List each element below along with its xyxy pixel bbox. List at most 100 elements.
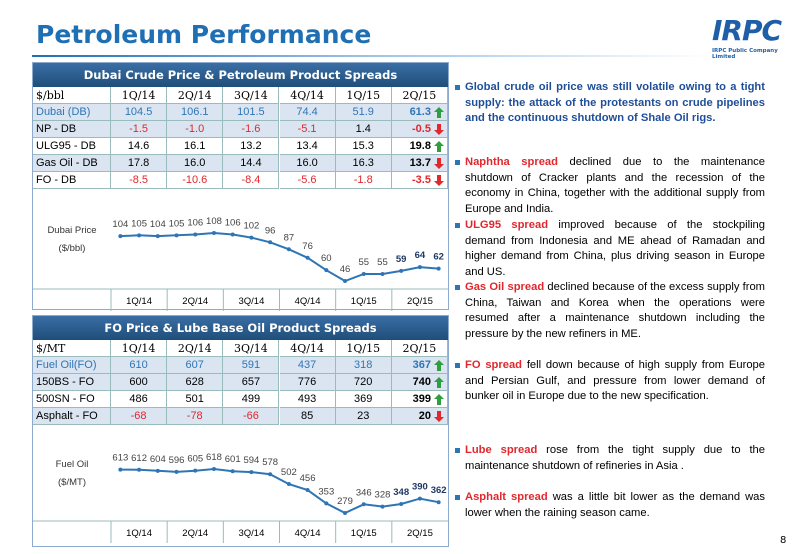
cell-value: -78: [186, 410, 203, 422]
cell-value: 13.7: [409, 157, 431, 169]
cell-value: 493: [297, 393, 317, 405]
chart-label: Fuel Oil: [56, 459, 89, 470]
point-label: 104: [150, 219, 166, 230]
category-label: 2Q/15: [407, 296, 433, 307]
row-label: Dubai (DB): [33, 104, 111, 121]
table-cell: 776: [279, 374, 336, 391]
cell-value: 106.1: [180, 106, 209, 118]
bullet-text: Global crude oil price was still volatil…: [465, 81, 765, 125]
table-cell: -10.6: [167, 172, 224, 189]
point: [193, 468, 198, 473]
point-label: 279: [337, 496, 353, 507]
bullet: Asphalt spread was a little bit lower as…: [455, 490, 765, 521]
point-label: 353: [318, 486, 334, 497]
table-cell: 23: [335, 408, 392, 425]
cell-value: 13.2: [240, 140, 262, 152]
table-cell: 740: [391, 374, 448, 391]
cell-value: 607: [185, 359, 204, 371]
point-label: 578: [262, 457, 278, 468]
trend-arrow: [433, 158, 444, 169]
point-label: 76: [302, 241, 313, 252]
arrow-shape: [433, 124, 444, 135]
point: [380, 504, 385, 509]
cell-value: -3.5: [412, 174, 431, 186]
cell-value: -1.0: [185, 123, 205, 135]
category-label: 1Q/14: [126, 528, 152, 539]
table-cell: 14.4: [223, 155, 280, 172]
cell-value: 14.4: [240, 157, 262, 169]
chart-label: Dubai Price: [47, 225, 96, 236]
bullet-lead: ULG95 spread: [465, 219, 549, 231]
table-cell: 437: [279, 357, 336, 374]
arrow-shape: [433, 411, 444, 422]
cell-value: 16.0: [184, 157, 206, 169]
bullet-lead: Naphtha spread: [465, 156, 558, 168]
bullet: FO spread fell down because of high supp…: [455, 358, 765, 405]
column-header: 2Q/15: [391, 340, 448, 357]
category-label: 2Q/14: [182, 528, 208, 539]
point-label: 613: [112, 453, 128, 464]
cell-value: 501: [185, 393, 204, 405]
cell-value: 437: [297, 359, 317, 371]
arrow-shape: [433, 394, 444, 405]
row-label: Gas Oil - DB: [33, 155, 111, 172]
cell-value: 16.1: [184, 140, 206, 152]
point-label: 594: [243, 455, 259, 466]
point: [230, 232, 235, 237]
point: [211, 467, 216, 471]
point-label: 601: [225, 454, 241, 465]
point: [249, 470, 254, 475]
table-cell: 19.8: [391, 138, 448, 155]
column-header: 2Q/14: [167, 340, 224, 357]
point: [155, 468, 160, 473]
cell-value: 486: [129, 393, 148, 405]
column-header: 1Q/14: [111, 340, 168, 357]
point-label: 105: [131, 218, 147, 229]
table-cell: 399: [391, 391, 448, 408]
cell-value: 13.4: [296, 140, 318, 152]
point-label: 390: [412, 482, 428, 493]
category-label: 1Q/14: [126, 296, 152, 307]
cell-value: 318: [354, 359, 373, 371]
cell-value: 628: [185, 376, 204, 388]
cell-value: 14.6: [127, 140, 150, 152]
category-label: 2Q/14: [182, 296, 208, 307]
category-label: 2Q/15: [407, 528, 433, 539]
page-number: 8: [780, 535, 787, 546]
point: [305, 488, 310, 493]
point: [286, 482, 291, 487]
point: [324, 268, 329, 273]
category-label: 3Q/14: [238, 296, 264, 307]
point-label: 104: [112, 219, 128, 230]
table-cell: 104.5: [111, 104, 168, 121]
logo: IRPC: [712, 14, 782, 47]
bullet: ULG95 spread improved because of the sto…: [455, 218, 765, 280]
point: [399, 502, 404, 507]
point: [436, 266, 441, 271]
chart-label: ($/bbl): [59, 243, 86, 254]
point: [417, 496, 422, 501]
bullet-text: declined due to the maintenance shutdown…: [465, 156, 765, 215]
trend-arrow: [433, 107, 444, 118]
point: [249, 235, 254, 240]
category-label: 4Q/14: [295, 296, 321, 307]
cell-value: -8.4: [241, 174, 261, 186]
table-cell: -8.5: [111, 172, 168, 189]
point-label: 328: [375, 490, 391, 501]
point-label: 348: [393, 487, 409, 498]
table-cell: 16.1: [167, 138, 224, 155]
table-cell: 13.2: [223, 138, 280, 155]
row-label: Asphalt - FO: [33, 408, 111, 425]
point: [155, 234, 160, 239]
cell-value: 16.3: [352, 157, 374, 169]
arrow-shape: [433, 141, 444, 152]
point-label: 502: [281, 467, 297, 478]
arrow-shape: [433, 107, 444, 118]
column-header: 3Q/14: [223, 87, 280, 104]
bullet-text: fell down because of high supply from Eu…: [465, 359, 765, 403]
table-cell: 610: [111, 357, 168, 374]
point-label: 62: [433, 252, 444, 263]
table-cell: 17.8: [111, 155, 168, 172]
point: [399, 268, 404, 273]
